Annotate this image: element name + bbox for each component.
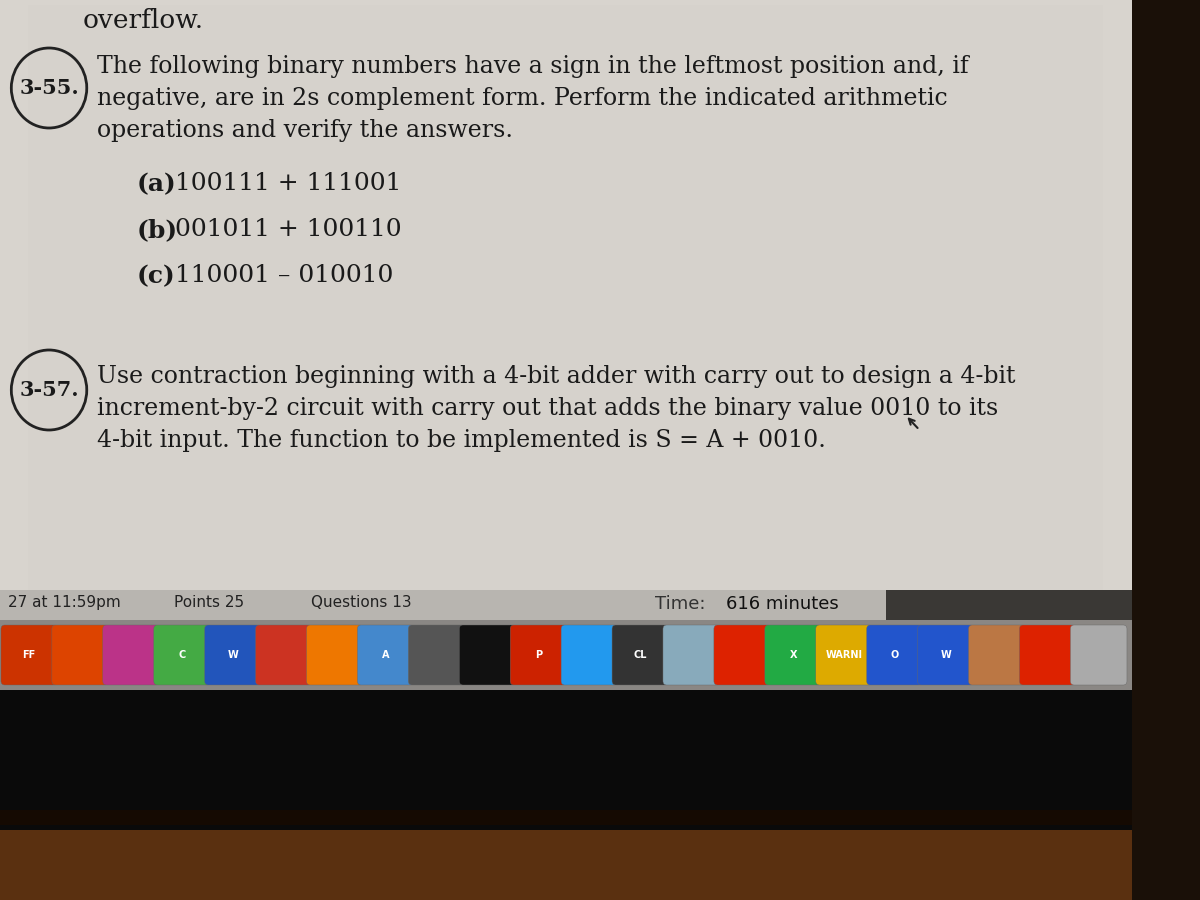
Text: overflow.: overflow. bbox=[83, 8, 204, 33]
Text: C: C bbox=[179, 650, 186, 660]
Bar bbox=[0, 690, 1132, 830]
Bar bbox=[0, 620, 1132, 690]
Bar bbox=[887, 590, 1132, 620]
FancyBboxPatch shape bbox=[918, 625, 974, 685]
FancyBboxPatch shape bbox=[408, 625, 464, 685]
Text: X: X bbox=[790, 650, 797, 660]
Text: (c): (c) bbox=[137, 264, 175, 288]
FancyBboxPatch shape bbox=[103, 625, 160, 685]
FancyBboxPatch shape bbox=[52, 625, 108, 685]
Text: O: O bbox=[890, 650, 899, 660]
Text: 3-55.: 3-55. bbox=[19, 78, 79, 98]
Text: A: A bbox=[382, 650, 390, 660]
FancyBboxPatch shape bbox=[1070, 625, 1127, 685]
FancyBboxPatch shape bbox=[1, 625, 58, 685]
Text: 616 minutes: 616 minutes bbox=[726, 595, 839, 613]
Text: (a): (a) bbox=[137, 172, 176, 196]
Bar bbox=[0, 0, 1132, 680]
Text: operations and verify the answers.: operations and verify the answers. bbox=[97, 119, 514, 142]
FancyBboxPatch shape bbox=[306, 625, 364, 685]
FancyBboxPatch shape bbox=[358, 625, 414, 685]
Text: W: W bbox=[228, 650, 239, 660]
Text: increment-by-2 circuit with carry out that adds the binary value 0010 to its: increment-by-2 circuit with carry out th… bbox=[97, 397, 998, 420]
Text: 3-57.: 3-57. bbox=[19, 380, 79, 400]
Text: Points 25: Points 25 bbox=[174, 595, 245, 610]
FancyBboxPatch shape bbox=[154, 625, 210, 685]
FancyBboxPatch shape bbox=[510, 625, 566, 685]
Text: 27 at 11:59pm: 27 at 11:59pm bbox=[7, 595, 120, 610]
FancyBboxPatch shape bbox=[764, 625, 822, 685]
FancyBboxPatch shape bbox=[1020, 625, 1076, 685]
Text: CL: CL bbox=[634, 650, 647, 660]
Text: 001011 + 100110: 001011 + 100110 bbox=[167, 218, 402, 241]
Text: P: P bbox=[535, 650, 542, 660]
FancyBboxPatch shape bbox=[205, 625, 262, 685]
FancyBboxPatch shape bbox=[816, 625, 872, 685]
Text: 100111 + 111001: 100111 + 111001 bbox=[167, 172, 401, 195]
Text: The following binary numbers have a sign in the leftmost position and, if: The following binary numbers have a sign… bbox=[97, 55, 968, 78]
FancyBboxPatch shape bbox=[460, 625, 516, 685]
Text: WARNI: WARNI bbox=[826, 650, 863, 660]
FancyBboxPatch shape bbox=[866, 625, 923, 685]
Bar bbox=[29, 5, 1103, 675]
FancyBboxPatch shape bbox=[662, 625, 720, 685]
Text: (b): (b) bbox=[137, 218, 178, 242]
Bar bbox=[0, 590, 1132, 620]
Text: FF: FF bbox=[23, 650, 36, 660]
Text: Questions 13: Questions 13 bbox=[311, 595, 412, 610]
Text: 4-bit input. The function to be implemented is S = A + 0010.: 4-bit input. The function to be implemen… bbox=[97, 429, 826, 452]
Text: Use contraction beginning with a 4-bit adder with carry out to design a 4-bit: Use contraction beginning with a 4-bit a… bbox=[97, 365, 1015, 388]
Bar bbox=[0, 810, 1132, 825]
FancyBboxPatch shape bbox=[562, 625, 618, 685]
Text: negative, are in 2s complement form. Perform the indicated arithmetic: negative, are in 2s complement form. Per… bbox=[97, 87, 948, 110]
FancyBboxPatch shape bbox=[714, 625, 770, 685]
FancyBboxPatch shape bbox=[612, 625, 668, 685]
FancyBboxPatch shape bbox=[968, 625, 1025, 685]
Bar bbox=[0, 810, 1132, 900]
Text: 110001 – 010010: 110001 – 010010 bbox=[167, 264, 394, 287]
FancyBboxPatch shape bbox=[256, 625, 312, 685]
Text: W: W bbox=[941, 650, 952, 660]
Text: Time:: Time: bbox=[655, 595, 706, 613]
